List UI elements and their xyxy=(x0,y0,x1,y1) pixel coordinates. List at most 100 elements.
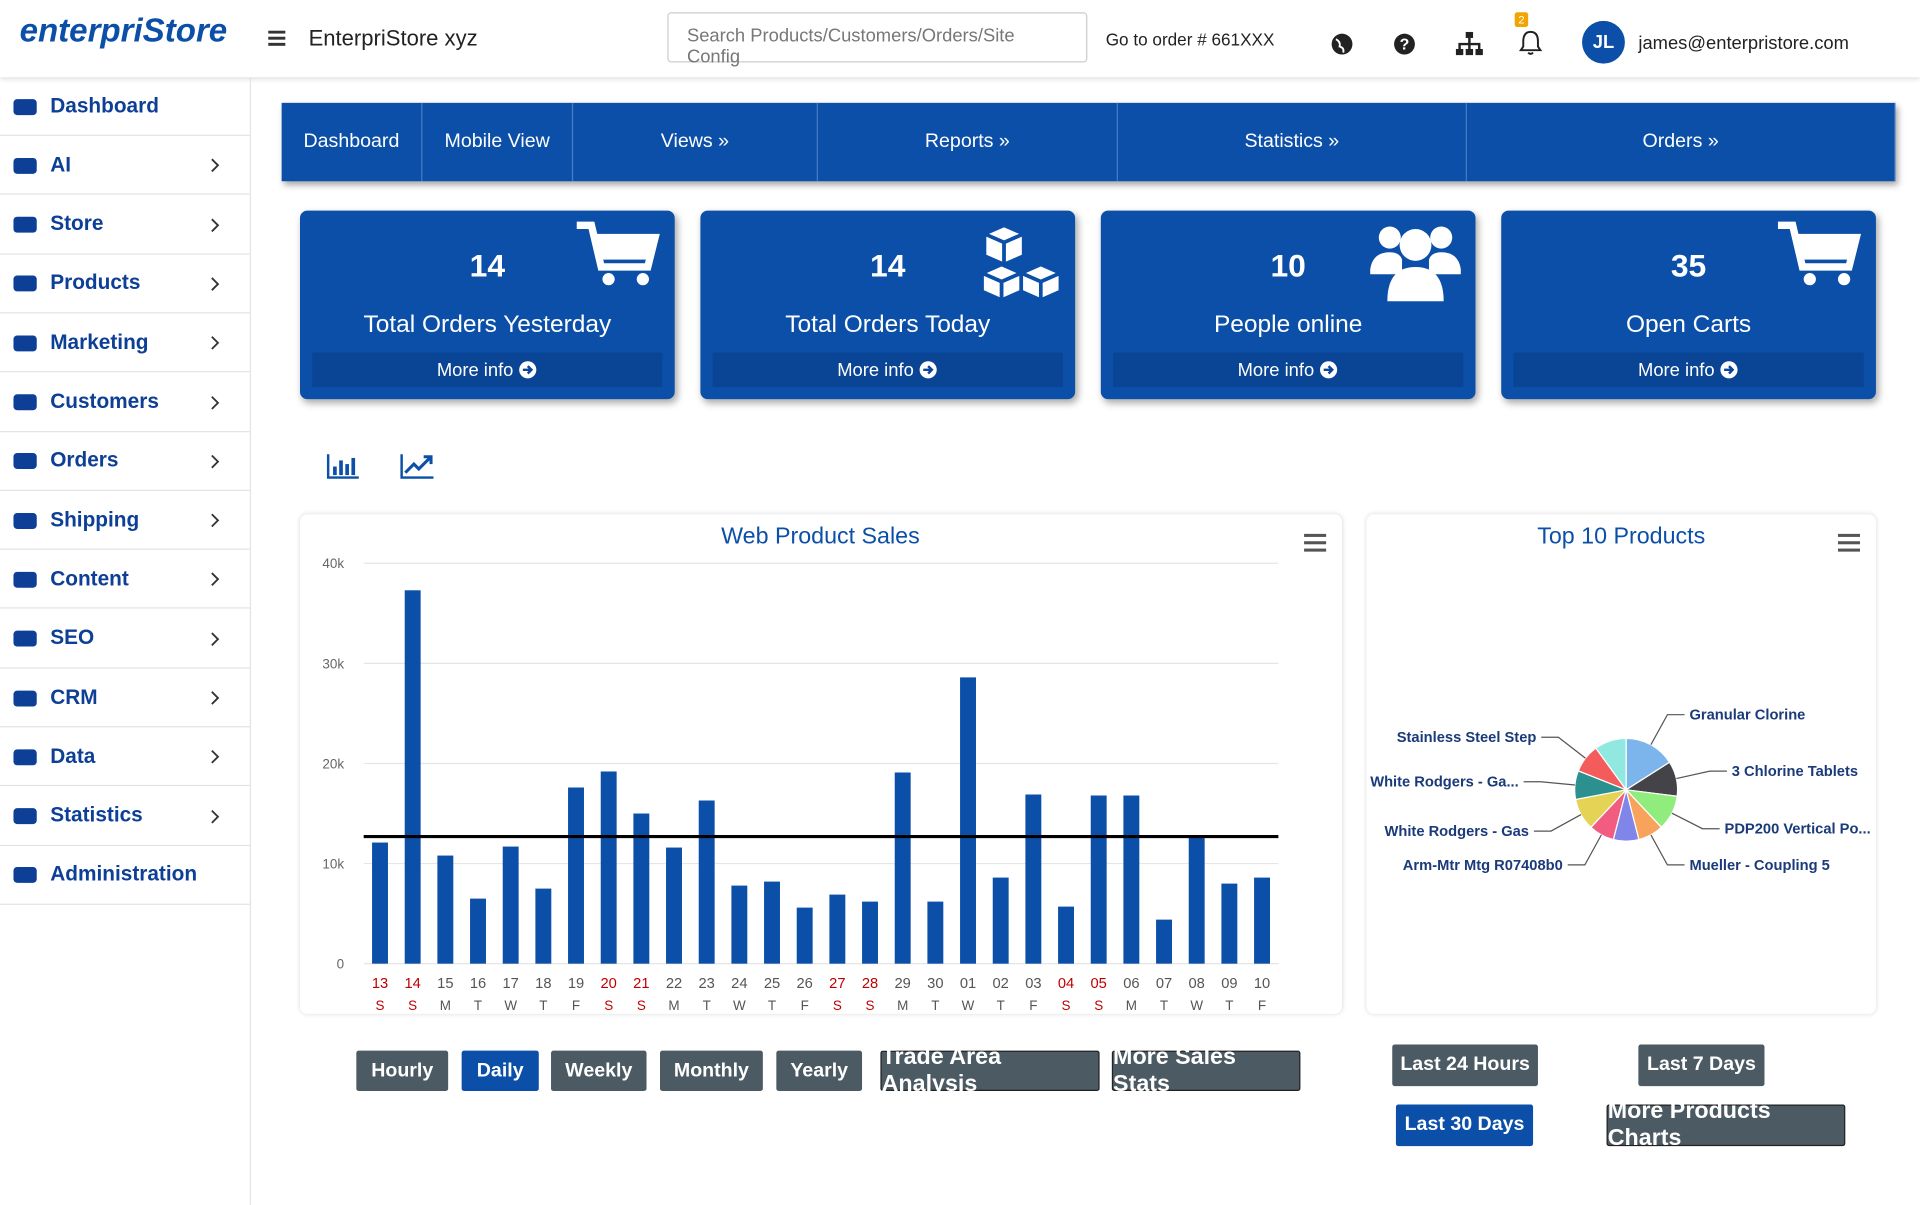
bar xyxy=(1156,919,1172,964)
sidebar-item[interactable]: Statistics xyxy=(0,787,250,846)
stat-card: 10 People online More info xyxy=(1100,210,1476,400)
sales-button[interactable]: Weekly xyxy=(551,1050,647,1092)
sales-button[interactable]: More Sales Stats xyxy=(1111,1044,1301,1097)
sidebar-icon xyxy=(13,749,37,766)
line-chart-toggle[interactable] xyxy=(399,452,436,481)
pie-label: Arm-Mtr Mtg R07408b0 xyxy=(1403,858,1563,874)
sidebar-item[interactable]: Store xyxy=(0,195,250,255)
leader-line xyxy=(1671,812,1720,830)
nav-item[interactable]: Statistics » xyxy=(1117,102,1467,182)
user-email[interactable]: james@enterpristore.com xyxy=(1638,33,1849,54)
bar xyxy=(1123,795,1140,964)
bar-chart: Web Product Sales 0 10k 20k 30k 40k 13 S 14 S 15 M 1… xyxy=(322,523,1327,1013)
sales-button[interactable]: Daily xyxy=(461,1050,539,1092)
sidebar-item[interactable]: Customers xyxy=(0,373,250,432)
product-button[interactable]: Last 7 Days xyxy=(1638,1044,1765,1087)
sidebar-label: Dashboard xyxy=(50,93,159,117)
logo[interactable]: enterpriStore xyxy=(19,12,228,49)
x-tick-label: 20 xyxy=(601,976,617,992)
sidebar: Dashboard AI Store Products Marketing Custome… xyxy=(0,77,252,1205)
x-weekday-label: F xyxy=(801,998,809,1013)
product-button[interactable]: More Products Charts xyxy=(1606,1098,1846,1151)
product-button[interactable]: Last 24 Hours xyxy=(1392,1044,1538,1087)
y-tick-label: 30k xyxy=(322,656,344,671)
leader-line xyxy=(1650,834,1685,866)
help-icon[interactable]: ? xyxy=(1392,32,1416,56)
bar-chart-toggle[interactable] xyxy=(326,452,360,481)
sidebar-label: Content xyxy=(50,566,129,591)
x-tick-label: 23 xyxy=(699,976,715,992)
sidebar-item[interactable]: SEO xyxy=(0,609,250,669)
chevron xyxy=(211,277,220,291)
bar xyxy=(992,877,1009,964)
more-info-label: More info xyxy=(837,359,914,381)
sidebar-item[interactable]: CRM xyxy=(0,669,250,728)
x-tick-label: 24 xyxy=(731,976,747,992)
sales-button[interactable]: Trade Area Analysis xyxy=(880,1044,1100,1097)
sidebar-icon xyxy=(13,690,37,706)
nav-item[interactable]: Views » xyxy=(573,102,818,182)
menu-icon[interactable] xyxy=(268,30,286,47)
more-info[interactable]: More info xyxy=(312,352,663,387)
more-info[interactable]: More info xyxy=(1513,352,1864,387)
sidebar-item[interactable]: Data xyxy=(0,728,250,787)
nav-item[interactable]: Mobile View xyxy=(422,102,574,182)
chevron xyxy=(211,454,220,469)
header: enterpriStore EnterpriStore xyz Search P… xyxy=(0,0,1920,78)
sidebar-item[interactable]: Orders xyxy=(0,432,250,491)
sales-button[interactable]: Monthly xyxy=(660,1050,763,1092)
arrow-icon xyxy=(919,361,938,379)
x-tick-label: 25 xyxy=(764,976,780,992)
product-button[interactable]: Last 30 Days xyxy=(1395,1104,1534,1147)
x-tick-label: 02 xyxy=(993,976,1009,992)
sidebar-item[interactable]: AI xyxy=(0,136,250,196)
x-weekday-label: S xyxy=(376,998,385,1013)
globe-icon[interactable] xyxy=(1330,32,1354,56)
sidebar-item[interactable]: Content xyxy=(0,550,250,610)
sidebar-item[interactable]: Marketing xyxy=(0,314,250,373)
more-info[interactable]: More info xyxy=(1113,352,1464,387)
sales-button[interactable]: Yearly xyxy=(776,1050,863,1092)
sidebar-item[interactable]: Shipping xyxy=(0,491,250,550)
bar xyxy=(1254,877,1270,964)
sidebar-item[interactable]: Products xyxy=(0,255,250,314)
x-weekday-label: M xyxy=(1126,998,1137,1013)
sidebar-icon xyxy=(13,157,37,174)
bar xyxy=(600,771,617,964)
x-weekday-label: F xyxy=(572,998,580,1013)
search-input[interactable]: Search Products/Customers/Orders/Site Co… xyxy=(667,12,1088,67)
pie-label: PDP200 Vertical Po... xyxy=(1725,822,1871,838)
chevron xyxy=(211,395,220,410)
x-weekday-label: S xyxy=(637,998,646,1013)
nav-item[interactable]: Dashboard xyxy=(281,102,423,182)
bell-icon[interactable] xyxy=(1518,29,1543,56)
bar xyxy=(372,842,388,964)
chevron xyxy=(211,632,220,646)
sitemap-icon[interactable] xyxy=(1455,31,1484,56)
sales-button[interactable]: Hourly xyxy=(356,1050,449,1092)
nav-item[interactable]: Orders » xyxy=(1466,102,1896,182)
leader-line xyxy=(1541,736,1586,759)
nav-item[interactable]: Reports » xyxy=(817,102,1118,182)
chart-menu xyxy=(1837,533,1861,537)
y-tick-label: 40k xyxy=(322,556,344,571)
x-weekday-label: S xyxy=(1062,998,1071,1013)
avatar[interactable]: JL xyxy=(1582,20,1625,64)
goto-order[interactable]: Go to order # 661XXX xyxy=(1105,29,1275,49)
sidebar-item[interactable]: Dashboard xyxy=(0,77,250,136)
x-weekday-label: T xyxy=(931,998,939,1013)
bar xyxy=(927,901,944,964)
sidebar-label: AI xyxy=(50,152,72,177)
sidebar-item[interactable]: Administration xyxy=(0,846,250,905)
sidebar-icon xyxy=(13,394,37,411)
bar xyxy=(666,847,682,964)
x-weekday-label: W xyxy=(504,998,517,1013)
x-weekday-label: T xyxy=(1160,998,1168,1013)
x-tick-label: 13 xyxy=(372,976,388,992)
chart-title: Web Product Sales xyxy=(721,523,920,549)
pie-chart: Top 10 Products Granular Clorine 3 Chlorin… xyxy=(1370,523,1871,874)
more-info[interactable]: More info xyxy=(712,352,1063,387)
chevron xyxy=(211,809,220,824)
x-tick-label: 27 xyxy=(829,976,845,992)
bar xyxy=(1090,795,1107,964)
